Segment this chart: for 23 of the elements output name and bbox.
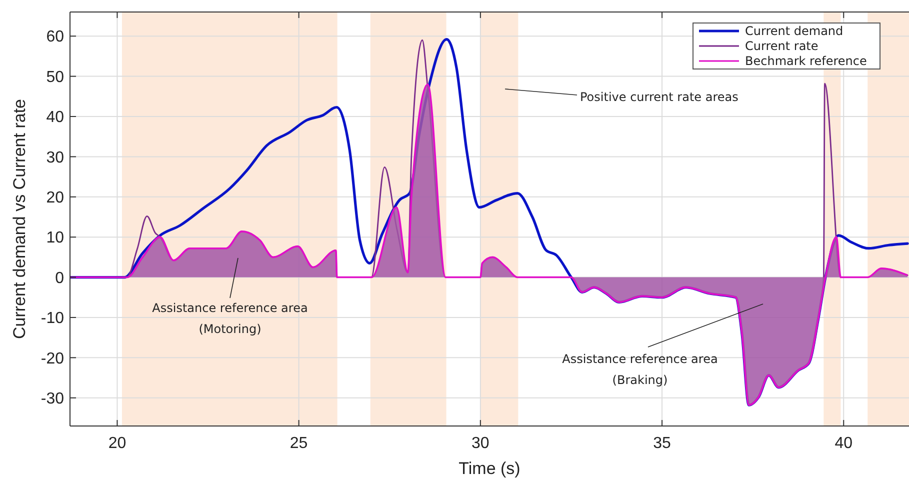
y-tick-label: 50 [46, 68, 64, 86]
annotation: Assistance reference area (Braking) [562, 352, 718, 387]
y-tick-label: 20 [46, 189, 64, 206]
x-tick-label: 30 [472, 435, 490, 452]
x-tick-label: 35 [653, 435, 672, 452]
legend-label: Bechmark reference [745, 54, 867, 68]
annotation: Assistance reference area (Motoring) [152, 301, 308, 336]
x-axis-title: Time (s) [458, 459, 520, 478]
annotation: Positive current rate areas [580, 90, 738, 104]
y-tick-label: -10 [40, 310, 64, 328]
legend-label: Current demand [745, 24, 844, 38]
y-tick-label: 10 [46, 230, 64, 247]
x-tick-label: 20 [108, 435, 126, 452]
x-tick-label: 25 [290, 435, 308, 452]
y-tick-label: -20 [40, 350, 64, 368]
y-tick-label: 60 [46, 28, 64, 46]
y-tick-label: 0 [55, 270, 64, 287]
y-tick-label: -30 [40, 390, 64, 408]
y-axis-title: Current demand vs Current rate [10, 99, 29, 339]
x-tick-label: 40 [834, 435, 853, 452]
y-tick-label: 30 [46, 149, 64, 166]
legend-label: Current rate [745, 39, 818, 54]
y-tick-label: 40 [46, 109, 64, 126]
